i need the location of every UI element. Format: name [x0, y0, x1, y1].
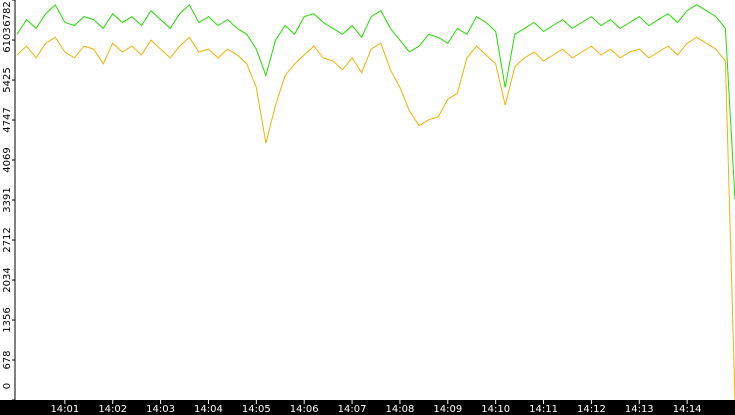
y-tick-label: 0 [2, 383, 13, 389]
y-tick-label: 1356 [2, 307, 13, 332]
x-tick-label: 14:01 [50, 404, 79, 415]
x-tick-label: 14:03 [146, 404, 175, 415]
series-line [16, 36, 735, 401]
x-tick-label: 14:06 [290, 404, 319, 415]
y-tick-label: 5425 [2, 67, 13, 92]
x-tick-label: 14:11 [529, 404, 558, 415]
x-tick-label: 14:10 [481, 404, 510, 415]
y-tick-label: 2712 [2, 227, 13, 252]
y-tick-label: 6103 [2, 27, 13, 52]
y-tick-label: 2034 [2, 267, 13, 292]
series-line [16, 3, 735, 200]
x-tick-label: 14:08 [386, 404, 415, 415]
x-tick-label: 14:02 [98, 404, 127, 415]
x-axis-band [0, 400, 735, 415]
y-tick-label: 3391 [2, 187, 13, 212]
y-tick-label: 4747 [2, 107, 13, 132]
x-tick-label: 14:07 [338, 404, 367, 415]
y-tick-label: 678 [2, 350, 13, 369]
x-tick-label: 14:05 [242, 404, 271, 415]
x-tick-label: 14:12 [577, 404, 606, 415]
x-tick-label: 14:14 [673, 404, 702, 415]
y-tick-label: 4069 [2, 147, 13, 172]
x-tick-label: 14:04 [194, 404, 223, 415]
x-tick-label: 14:09 [433, 404, 462, 415]
x-tick-label: 14:13 [625, 404, 654, 415]
y-tick-label: 6782 [2, 1, 13, 26]
